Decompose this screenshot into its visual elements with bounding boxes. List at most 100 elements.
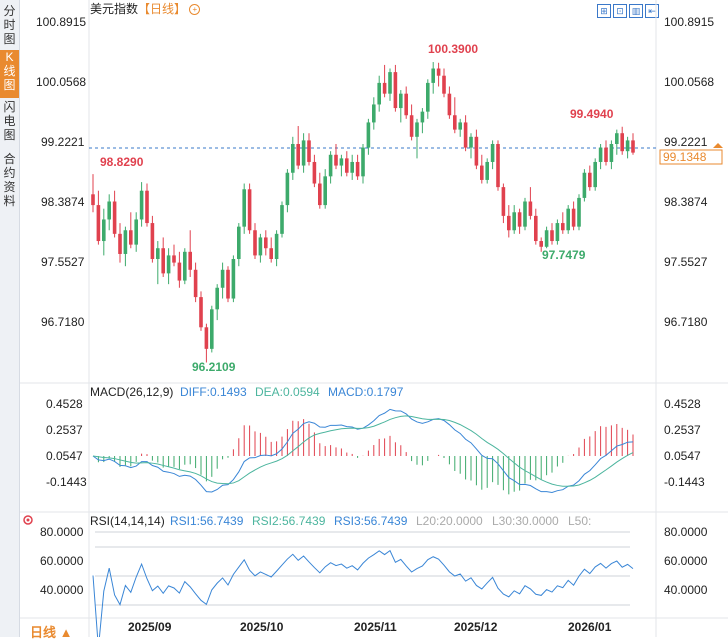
macd-dea-line bbox=[92, 415, 634, 487]
candle-body bbox=[582, 172, 587, 198]
candle-body bbox=[388, 72, 392, 94]
candle-body bbox=[436, 68, 441, 76]
price-axis-right: 100.8915 100.0568 99.2221 98.3874 97.552… bbox=[664, 15, 714, 329]
candle-body bbox=[280, 205, 284, 234]
rsi-l50: L50: bbox=[568, 514, 591, 528]
exit-icon[interactable]: ⇤ bbox=[645, 4, 659, 18]
price-tick: 100.8915 bbox=[664, 15, 714, 29]
candle-body bbox=[355, 161, 360, 177]
time-tick: 2026/01 bbox=[568, 620, 612, 634]
macd-dea: DEA:0.0594 bbox=[255, 385, 320, 399]
candle-body bbox=[150, 223, 155, 260]
tab-label: 闪电图 bbox=[3, 100, 16, 142]
tab-flash-chart[interactable]: 闪电图 bbox=[0, 100, 19, 148]
time-tick: 2025/10 bbox=[240, 620, 284, 634]
candle-body bbox=[625, 140, 630, 152]
macd-tick: -0.1443 bbox=[664, 475, 705, 489]
candle-body bbox=[474, 136, 479, 166]
rsi-line bbox=[92, 549, 634, 637]
tab-label: 合约资料 bbox=[3, 152, 16, 208]
macd-diff: DIFF:0.1493 bbox=[180, 385, 247, 399]
macd-tick: -0.1443 bbox=[46, 475, 87, 489]
candle-body bbox=[534, 215, 538, 242]
candle-body bbox=[220, 269, 225, 288]
period-switch-button[interactable]: 日线 ▲ bbox=[30, 625, 73, 640]
price-tick: 96.7180 bbox=[664, 315, 708, 329]
candle-body bbox=[372, 104, 376, 123]
rsi-tick: 80.0000 bbox=[664, 525, 708, 539]
candle-body bbox=[631, 140, 635, 153]
candle-body bbox=[501, 187, 506, 216]
macd-histogram bbox=[97, 419, 634, 495]
candle-body bbox=[598, 147, 603, 162]
candle-body bbox=[399, 93, 403, 109]
candle-body bbox=[253, 230, 257, 256]
zoom-icon[interactable]: ⊡ bbox=[613, 4, 627, 18]
settings-icon[interactable] bbox=[23, 515, 33, 525]
price-tick: 98.3874 bbox=[41, 195, 85, 209]
candle-body bbox=[447, 93, 452, 116]
candle-body bbox=[129, 230, 133, 245]
price-tick: 100.0568 bbox=[664, 75, 714, 89]
candle-body bbox=[485, 161, 489, 180]
price-tick: 97.5527 bbox=[664, 255, 708, 269]
chart-toolbar: ⊞ ⊡ ▥ ⇤ bbox=[597, 1, 661, 19]
fit-icon[interactable]: ⊞ bbox=[597, 4, 611, 18]
rsi-axis-right: 80.0000 60.0000 40.0000 bbox=[664, 525, 708, 597]
chart-mode-icon[interactable]: ▥ bbox=[629, 4, 643, 18]
rsi-axis-left: 80.0000 60.0000 40.0000 bbox=[40, 525, 84, 597]
candle-body bbox=[350, 161, 354, 173]
candle-body bbox=[172, 255, 176, 263]
current-price-label: 99.1348 bbox=[663, 150, 707, 164]
candle-body bbox=[139, 190, 144, 220]
candle-body bbox=[102, 219, 106, 242]
candle-body bbox=[555, 223, 560, 242]
candle-body bbox=[609, 143, 614, 162]
candle-body bbox=[442, 75, 446, 94]
candle-body bbox=[301, 140, 306, 166]
candle-body bbox=[490, 143, 495, 162]
candle-body bbox=[377, 82, 381, 105]
rsi-tick: 60.0000 bbox=[664, 554, 708, 568]
period-selector[interactable]: 【日线】 bbox=[138, 2, 187, 16]
candle-body bbox=[112, 201, 117, 234]
candlestick-series bbox=[91, 62, 635, 363]
candle-body bbox=[366, 122, 371, 148]
tab-contract-info[interactable]: 合约资料 bbox=[0, 152, 19, 214]
candle-body bbox=[269, 248, 273, 260]
candle-body bbox=[296, 143, 300, 166]
candle-body bbox=[517, 212, 522, 227]
macd-tick: 0.2537 bbox=[664, 423, 701, 437]
candle-body bbox=[345, 158, 349, 173]
candle-body bbox=[215, 287, 219, 310]
add-indicator-button[interactable]: + bbox=[189, 4, 201, 16]
macd-tick: 0.0547 bbox=[46, 449, 83, 463]
candle-body bbox=[463, 122, 468, 148]
candle-body bbox=[247, 189, 252, 231]
candle-body bbox=[183, 251, 187, 281]
candle-body bbox=[145, 190, 149, 224]
candle-body bbox=[528, 201, 533, 216]
candle-body bbox=[274, 233, 279, 260]
high-price-label: 100.3900 bbox=[428, 42, 478, 56]
candle-body bbox=[107, 201, 111, 220]
time-tick: 2025/09 bbox=[128, 620, 172, 634]
candle-body bbox=[242, 189, 246, 227]
tab-minute-chart[interactable]: 分时图 bbox=[0, 4, 19, 48]
dec-low-label: 97.7479 bbox=[542, 248, 586, 262]
candle-body bbox=[339, 158, 344, 166]
time-tick: 2025/11 bbox=[354, 620, 397, 634]
candle-body bbox=[458, 122, 462, 130]
candle-body bbox=[134, 219, 138, 245]
rsi-l20: L20:20.0000 bbox=[416, 514, 483, 528]
candle-body bbox=[539, 241, 543, 247]
price-axis-left: 100.8915 100.0568 99.2221 98.3874 97.552… bbox=[36, 15, 86, 329]
current-price-box bbox=[659, 149, 723, 165]
price-tick: 99.2221 bbox=[41, 135, 85, 149]
macd-title: MACD(26,12,9) bbox=[90, 385, 173, 399]
candle-body bbox=[177, 262, 182, 281]
candle-body bbox=[334, 154, 338, 166]
candle-body bbox=[453, 115, 457, 130]
